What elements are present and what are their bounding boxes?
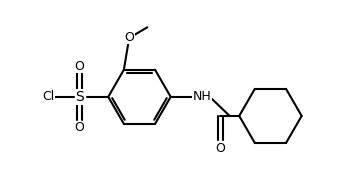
Text: NH: NH — [193, 90, 212, 103]
Text: O: O — [215, 142, 225, 154]
Text: Cl: Cl — [42, 90, 55, 103]
Text: O: O — [75, 60, 85, 73]
Text: S: S — [75, 90, 84, 104]
Text: O: O — [124, 31, 134, 44]
Text: O: O — [75, 121, 85, 134]
